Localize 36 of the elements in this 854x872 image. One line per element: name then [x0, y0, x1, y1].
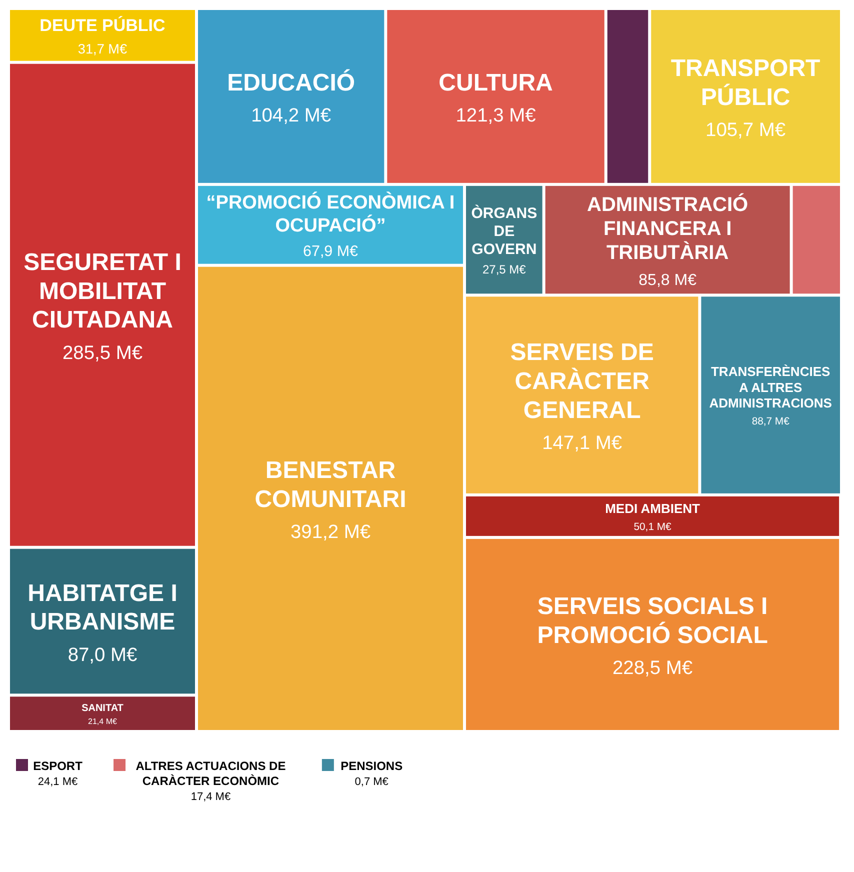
data-label: 50,1 M€ — [634, 522, 672, 533]
category-label: ÒRGANS DE GOVERN — [471, 204, 538, 258]
data-label: 85,8 M€ — [638, 272, 697, 289]
data-label: 31,7 M€ — [78, 41, 128, 56]
data-label: 105,7 M€ — [706, 120, 786, 142]
data-label: 67,9 M€ — [303, 243, 358, 260]
data-label: 104,2 M€ — [251, 106, 332, 127]
data-label: 21,4 M€ — [88, 716, 118, 726]
category-label: PENSIONS — [340, 759, 403, 773]
category-label: HABITATGE I URBANISME — [28, 580, 178, 636]
data-label: 147,1 M€ — [542, 433, 622, 454]
category-label: SANITAT — [82, 702, 124, 714]
category-label: TRANSPORT PÚBLIC — [670, 55, 821, 111]
category-label: TRANSFERÈNCIES A ALTRES ADMINISTRACIONS — [709, 364, 832, 410]
data-label: 121,3 M€ — [456, 106, 536, 127]
category-label: MEDI AMBIENT — [605, 500, 700, 516]
data-label: 87,0 M€ — [68, 644, 138, 666]
category-label: SEGURETAT I MOBILITAT CIUTADANA — [24, 249, 182, 334]
data-label: 285,5 M€ — [62, 342, 143, 364]
category-label: ADMINISTRACIÓ FINANCERA I TRIBUTÀRIA — [587, 192, 748, 264]
category-label: ALTRES ACTUACIONS DE CARÀCTER ECONÒMIC — [136, 759, 286, 788]
category-label: BENESTAR COMUNITARI — [254, 457, 406, 513]
category-label: “PROMOCIÓ ECONÒMICA I OCUPACIÓ” — [206, 192, 455, 237]
data-label: 24,1 M€ — [38, 776, 78, 788]
data-label: 88,7 M€ — [752, 416, 790, 428]
category-label: SERVEIS SOCIALS I PROMOCIÓ SOCIAL — [537, 593, 768, 649]
category-label: CULTURA — [438, 69, 553, 96]
data-label: 27,5 M€ — [482, 262, 526, 277]
category-label: DEUTE PÚBLIC — [40, 15, 166, 36]
category-label: EDUCACIÓ — [227, 68, 356, 96]
category-label: ESPORT — [33, 759, 84, 773]
category-label: SERVEIS DE CARÀCTER GENERAL — [510, 339, 654, 424]
data-label: 391,2 M€ — [290, 522, 371, 544]
data-label: 228,5 M€ — [612, 658, 693, 680]
data-label: 0,7 M€ — [354, 776, 388, 788]
data-label: 17,4 M€ — [190, 791, 231, 803]
